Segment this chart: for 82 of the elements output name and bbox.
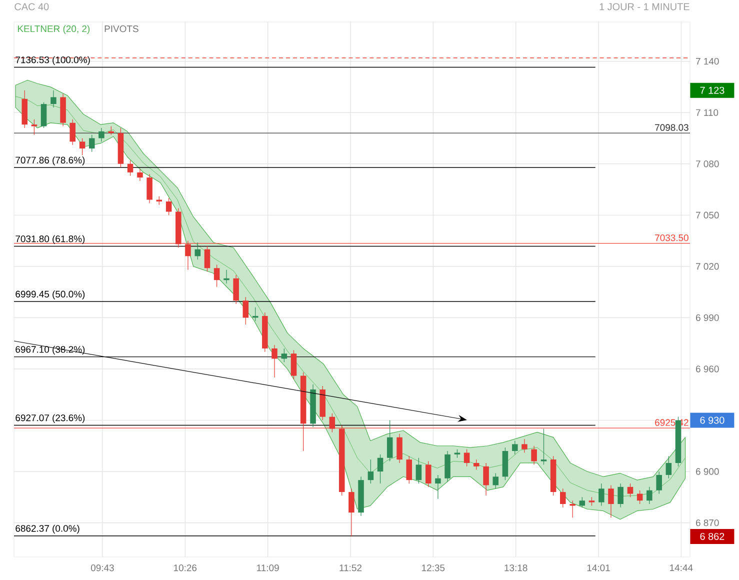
candlestick <box>40 102 47 128</box>
annotation: 6 862 <box>700 532 724 540</box>
x-tick-label: 10:26 <box>174 564 197 572</box>
candlestick <box>531 446 537 465</box>
ref-line-label: 6927.07 (23.6%) <box>16 414 85 424</box>
candlestick <box>185 240 191 270</box>
candlestick <box>127 160 134 176</box>
candlestick <box>522 438 528 454</box>
x-tick-label: 12:35 <box>422 564 445 572</box>
candlestick <box>656 471 662 494</box>
x-tick-label: 11:52 <box>340 564 362 572</box>
ref-line-label: 6999.45 (50.0%) <box>16 290 85 300</box>
candlestick <box>416 458 422 484</box>
candlestick <box>233 274 239 304</box>
candlestick <box>608 484 614 518</box>
y-tick-label: 6 960 <box>696 366 719 372</box>
candlestick <box>570 500 576 518</box>
candlestick <box>348 488 354 537</box>
candlestick <box>146 174 152 204</box>
candlestick <box>435 474 441 500</box>
candlestick <box>636 490 643 504</box>
candlestick <box>166 198 172 216</box>
candlestick <box>88 134 95 152</box>
y-tick-label: 6 870 <box>696 519 719 526</box>
candlestick <box>281 348 288 362</box>
candlestick <box>464 449 470 467</box>
candlestick <box>406 456 412 484</box>
ref-line-label: 7031.80 (61.8%) <box>16 235 85 244</box>
x-tick-label: 13:18 <box>504 564 528 572</box>
candlestick <box>579 496 586 508</box>
y-tick-label: 7 080 <box>696 160 719 168</box>
candlestick <box>444 450 450 482</box>
candlestick <box>666 456 672 479</box>
y-tick-label: 6 990 <box>696 314 719 322</box>
candlestick <box>79 138 86 156</box>
ref-line-label: 7098.03 <box>655 124 688 131</box>
candlestick <box>290 350 297 380</box>
candlestick <box>368 459 374 484</box>
candlestick <box>242 296 249 325</box>
x-tick-label: 11:09 <box>257 564 279 572</box>
ref-line-label: 7136.53 (100.0%) <box>16 56 90 66</box>
candlestick <box>329 413 336 433</box>
candlestick <box>224 270 230 284</box>
candlestick <box>512 440 518 455</box>
x-tick-label: 09:43 <box>90 564 114 572</box>
candlestick <box>627 483 634 498</box>
candlestick <box>70 119 76 146</box>
candlestick <box>618 483 624 508</box>
candlestick <box>540 428 547 465</box>
ref-line-label: 6862.37 (0.0%) <box>16 524 80 534</box>
chart-subtitle: 1 JOUR - 1 MINUTE <box>600 3 690 10</box>
candlestick <box>137 168 143 182</box>
candlestick <box>386 420 393 462</box>
x-tick-label: 14:44 <box>670 564 693 571</box>
annotation: 6 930 <box>700 416 724 424</box>
candlestick <box>50 90 56 108</box>
candlestick <box>492 472 499 489</box>
candlestick <box>425 460 432 488</box>
y-tick-label: 7 110 <box>696 109 718 116</box>
candlestick <box>98 128 104 142</box>
y-tick-label: 7 020 <box>696 263 719 270</box>
annotation: PIVOTS <box>104 25 138 32</box>
ref-line-label: 7077.86 (78.6%) <box>16 156 85 166</box>
text: KELTNER (20, 2) <box>18 25 90 34</box>
x-tick-label: 14:01 <box>587 564 610 572</box>
candlestick <box>560 488 566 508</box>
candlestick <box>272 344 278 378</box>
candlestick <box>214 264 220 288</box>
candlestick <box>194 242 201 260</box>
y-tick-label: 7 050 <box>696 212 719 218</box>
y-tick-label: 6 900 <box>696 468 719 475</box>
candlestick <box>646 486 652 504</box>
candlestick <box>204 246 210 272</box>
candlestick <box>377 454 384 484</box>
candlestick <box>483 462 489 496</box>
candlestick <box>473 459 480 470</box>
chart-title: CAC 40 <box>14 3 49 10</box>
annotation: 7 123 <box>700 86 724 94</box>
candlestick <box>396 434 402 464</box>
ref-line-label: 7033.50 <box>655 234 688 242</box>
y-tick-label: 7 140 <box>696 58 719 65</box>
candlestick <box>598 483 604 506</box>
